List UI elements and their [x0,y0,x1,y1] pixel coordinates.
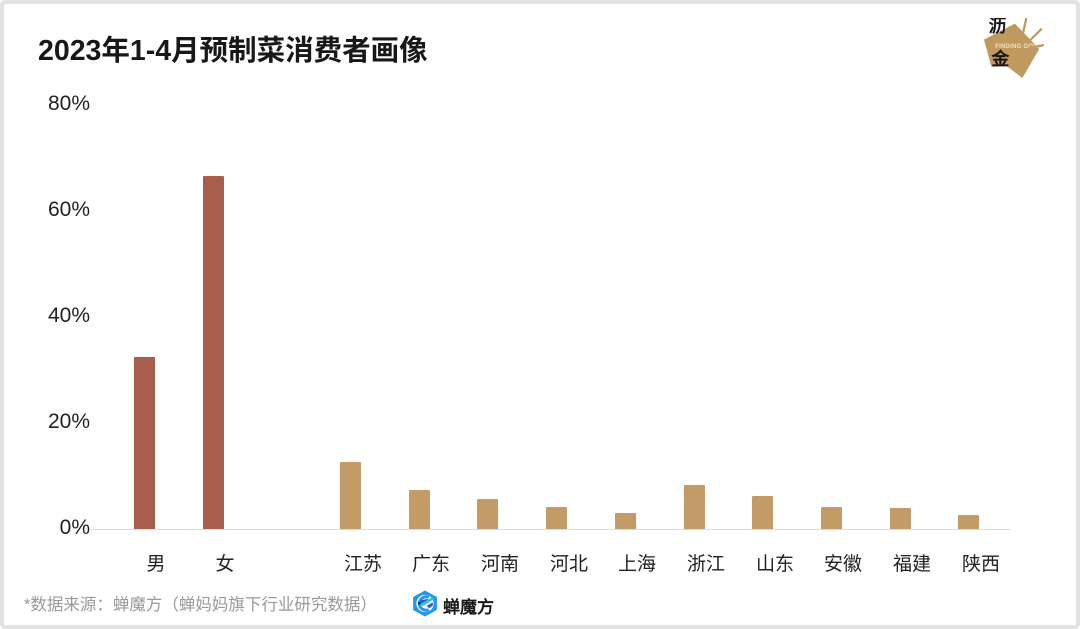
svg-text:金: 金 [990,48,1009,69]
svg-text:沥: 沥 [989,18,1007,36]
